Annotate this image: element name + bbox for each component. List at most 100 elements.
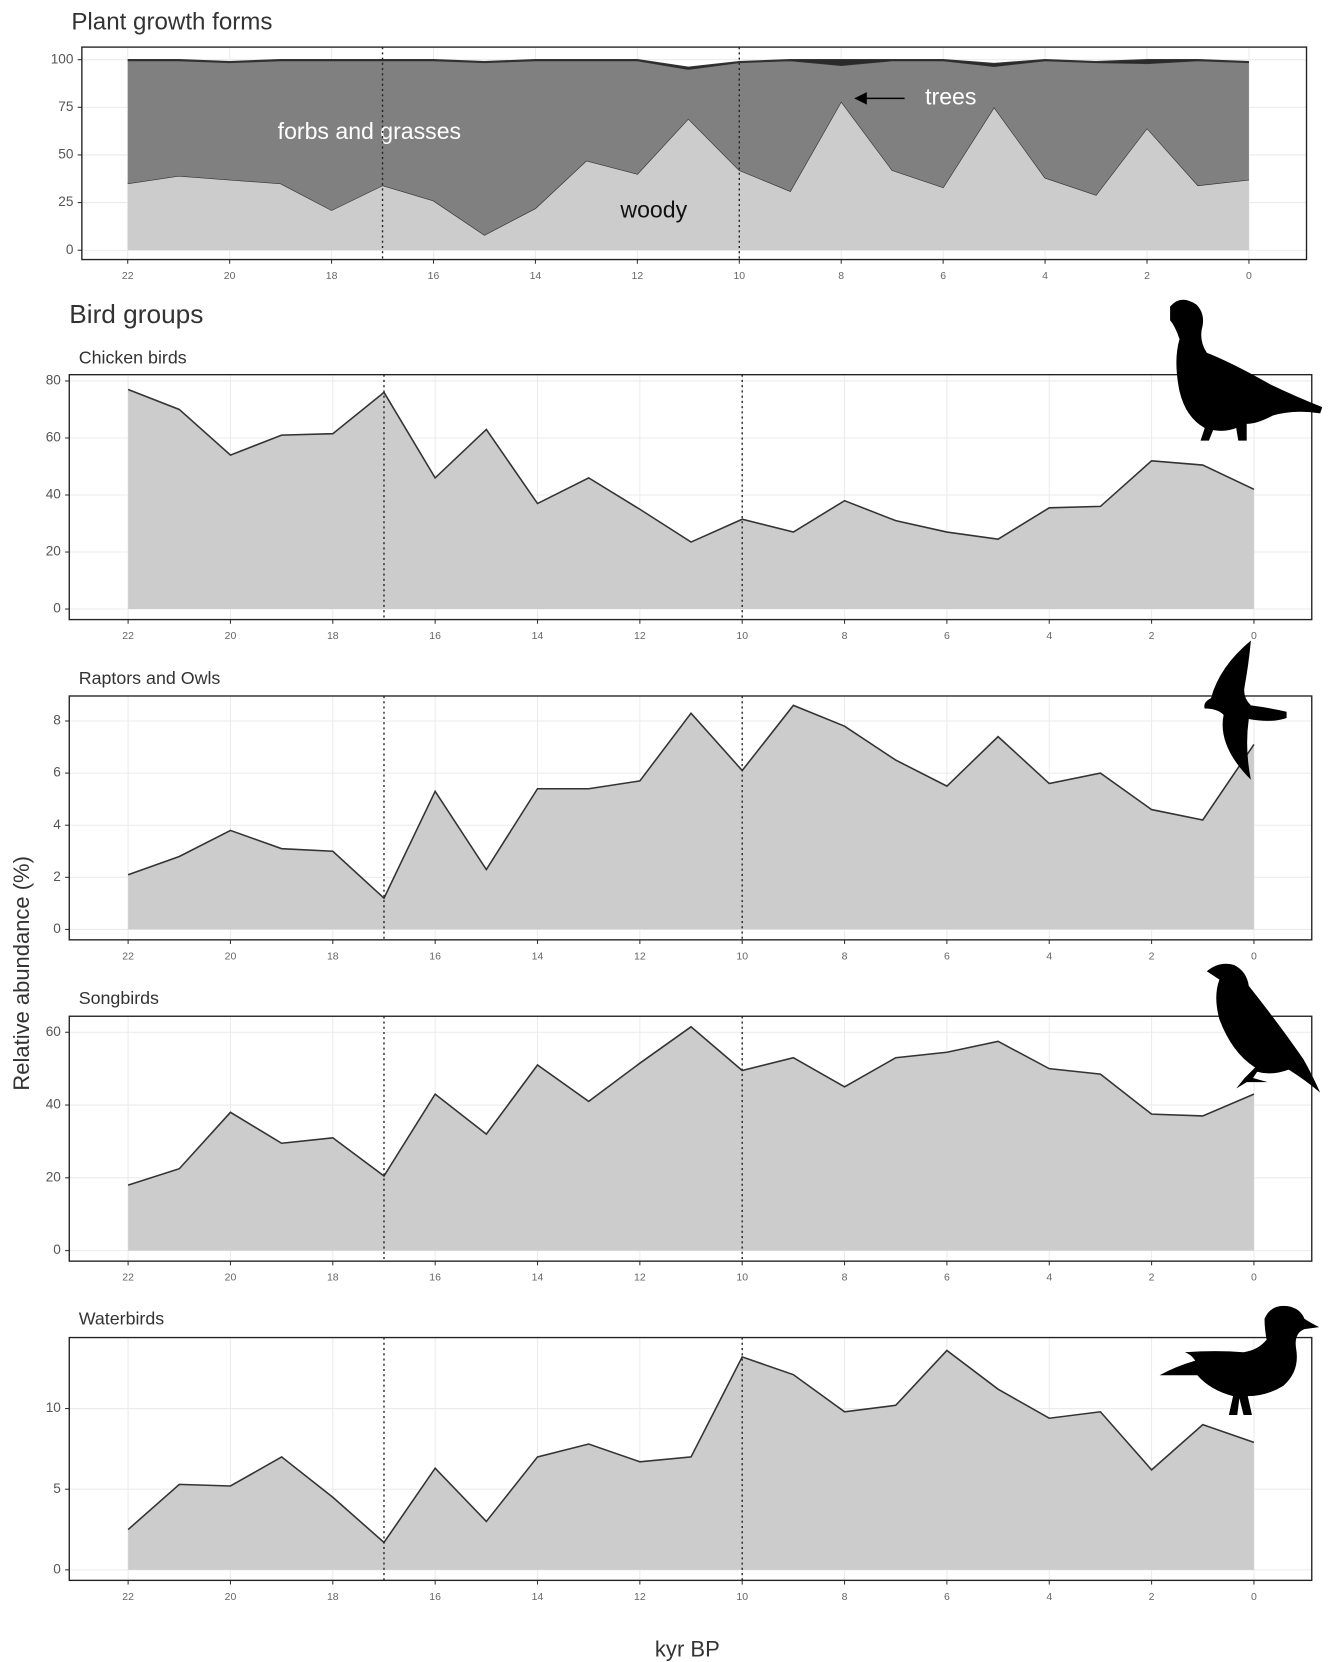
x-tick-label: 12 bbox=[634, 1273, 646, 1284]
y-axis-label: Relative abundance (%) bbox=[9, 856, 34, 1090]
panel-title: Chicken birds bbox=[79, 348, 187, 368]
x-tick-label: 22 bbox=[122, 631, 134, 642]
x-tick-label: 18 bbox=[326, 271, 338, 282]
series-label: forbs and grasses bbox=[278, 118, 461, 144]
y-tick-label: 4 bbox=[53, 817, 61, 832]
x-tick-label: 6 bbox=[940, 271, 946, 282]
y-tick-label: 20 bbox=[46, 544, 62, 559]
y-tick-label: 6 bbox=[53, 765, 61, 780]
x-tick-label: 20 bbox=[225, 631, 237, 642]
x-tick-label: 14 bbox=[532, 1592, 544, 1603]
panel-title: Raptors and Owls bbox=[79, 668, 221, 688]
x-tick-label: 20 bbox=[224, 271, 236, 282]
panel-title: Plant growth forms bbox=[71, 8, 272, 35]
x-tick-label: 16 bbox=[429, 951, 441, 962]
x-tick-label: 18 bbox=[327, 1592, 339, 1603]
x-tick-label: 16 bbox=[428, 271, 440, 282]
x-tick-label: 0 bbox=[1246, 271, 1252, 282]
y-tick-label: 10 bbox=[46, 1400, 62, 1415]
y-tick-label: 8 bbox=[53, 713, 61, 728]
x-tick-label: 22 bbox=[122, 1592, 134, 1603]
x-tick-label: 2 bbox=[1149, 631, 1155, 642]
x-tick-label: 14 bbox=[532, 631, 544, 642]
y-tick-label: 0 bbox=[66, 242, 74, 257]
x-tick-label: 18 bbox=[327, 1273, 339, 1284]
y-tick-label: 0 bbox=[53, 1561, 61, 1576]
y-tick-label: 75 bbox=[58, 99, 73, 114]
x-tick-label: 6 bbox=[944, 951, 950, 962]
x-tick-label: 14 bbox=[532, 951, 544, 962]
x-tick-label: 4 bbox=[1042, 271, 1048, 282]
x-axis-label: kyr BP bbox=[655, 1636, 720, 1661]
x-tick-label: 12 bbox=[634, 631, 646, 642]
y-tick-label: 25 bbox=[58, 194, 73, 209]
x-tick-label: 6 bbox=[944, 1592, 950, 1603]
x-tick-label: 8 bbox=[842, 631, 848, 642]
x-tick-label: 14 bbox=[532, 1273, 544, 1284]
x-tick-label: 8 bbox=[842, 1592, 848, 1603]
x-tick-label: 10 bbox=[736, 951, 748, 962]
x-tick-label: 12 bbox=[632, 271, 644, 282]
x-tick-label: 14 bbox=[530, 271, 542, 282]
x-tick-label: 20 bbox=[225, 1592, 237, 1603]
x-tick-label: 16 bbox=[429, 1273, 441, 1284]
y-tick-label: 20 bbox=[46, 1169, 62, 1184]
x-tick-label: 22 bbox=[122, 1273, 134, 1284]
x-tick-label: 2 bbox=[1149, 951, 1155, 962]
y-tick-label: 40 bbox=[46, 487, 62, 502]
x-tick-label: 0 bbox=[1251, 1592, 1257, 1603]
x-tick-label: 8 bbox=[838, 271, 844, 282]
figure: Plant growth forms0255075100222018161412… bbox=[0, 0, 1338, 1662]
x-tick-label: 10 bbox=[733, 271, 745, 282]
panel-title: Songbirds bbox=[79, 988, 159, 1008]
y-tick-label: 40 bbox=[46, 1097, 62, 1112]
series-label: trees bbox=[925, 83, 976, 109]
section-title: Bird groups bbox=[69, 299, 203, 329]
x-tick-label: 6 bbox=[944, 631, 950, 642]
y-tick-label: 80 bbox=[46, 373, 62, 388]
x-tick-label: 10 bbox=[736, 631, 748, 642]
series-label: woody bbox=[619, 197, 687, 223]
x-tick-label: 12 bbox=[634, 1592, 646, 1603]
x-tick-label: 22 bbox=[122, 951, 134, 962]
y-tick-label: 0 bbox=[53, 601, 61, 616]
x-tick-label: 4 bbox=[1046, 1273, 1052, 1284]
y-tick-label: 5 bbox=[53, 1481, 61, 1496]
x-tick-label: 0 bbox=[1251, 951, 1257, 962]
x-tick-label: 8 bbox=[842, 1273, 848, 1284]
x-tick-label: 16 bbox=[429, 631, 441, 642]
y-tick-label: 50 bbox=[58, 147, 74, 162]
x-tick-label: 4 bbox=[1046, 1592, 1052, 1603]
x-tick-label: 20 bbox=[225, 951, 237, 962]
panel-title: Waterbirds bbox=[79, 1308, 165, 1328]
x-tick-label: 0 bbox=[1251, 1273, 1257, 1284]
x-tick-label: 2 bbox=[1149, 1273, 1155, 1284]
x-tick-label: 6 bbox=[944, 1273, 950, 1284]
x-tick-label: 18 bbox=[327, 951, 339, 962]
x-tick-label: 20 bbox=[225, 1273, 237, 1284]
x-tick-label: 0 bbox=[1251, 631, 1257, 642]
y-tick-label: 60 bbox=[46, 430, 62, 445]
x-tick-label: 22 bbox=[122, 271, 134, 282]
x-tick-label: 10 bbox=[736, 1592, 748, 1603]
y-tick-label: 0 bbox=[53, 921, 61, 936]
x-tick-label: 4 bbox=[1046, 631, 1052, 642]
y-tick-label: 100 bbox=[51, 51, 74, 66]
x-tick-label: 18 bbox=[327, 631, 339, 642]
x-tick-label: 8 bbox=[842, 951, 848, 962]
y-tick-label: 2 bbox=[53, 869, 61, 884]
y-tick-label: 60 bbox=[46, 1024, 62, 1039]
x-tick-label: 10 bbox=[736, 1273, 748, 1284]
x-tick-label: 2 bbox=[1149, 1592, 1155, 1603]
x-tick-label: 12 bbox=[634, 951, 646, 962]
x-tick-label: 2 bbox=[1144, 271, 1150, 282]
y-tick-label: 0 bbox=[53, 1242, 61, 1257]
x-tick-label: 4 bbox=[1046, 951, 1052, 962]
x-tick-label: 16 bbox=[429, 1592, 441, 1603]
panels: Plant growth forms0255075100222018161412… bbox=[46, 8, 1312, 1602]
